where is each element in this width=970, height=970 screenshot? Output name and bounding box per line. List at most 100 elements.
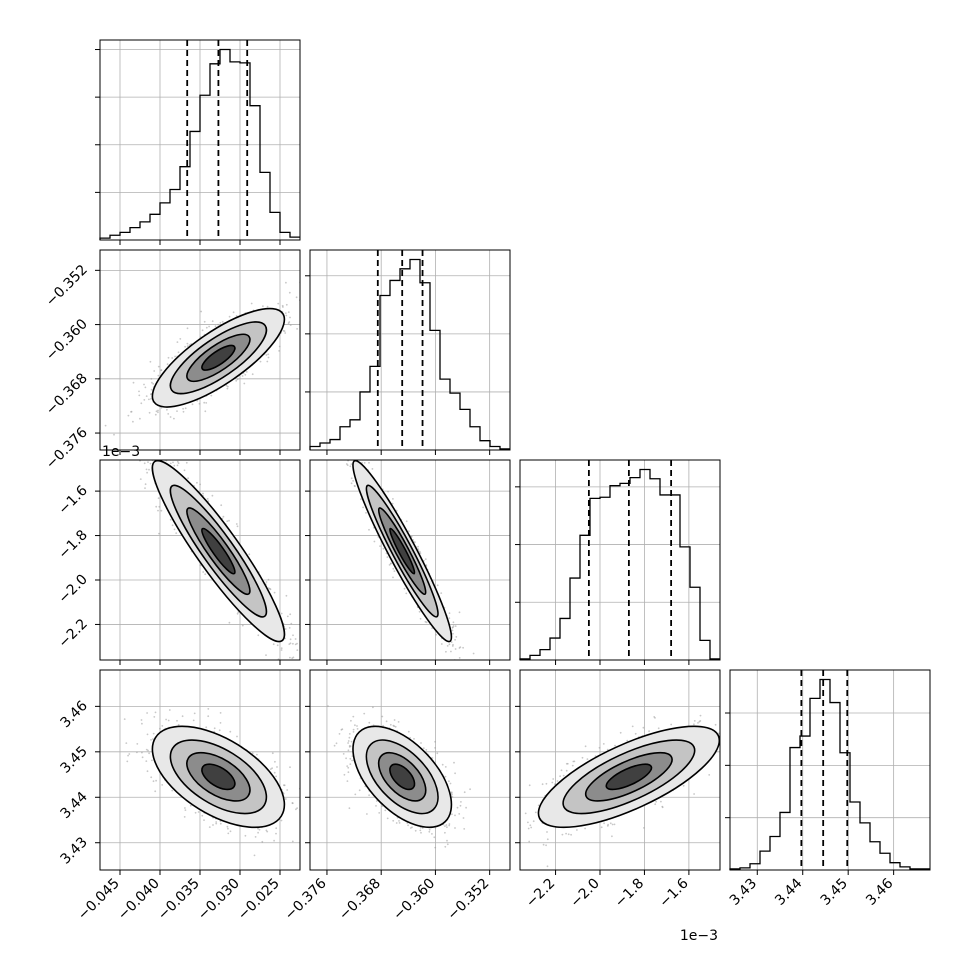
sample-point [154, 413, 157, 416]
scatter-panel-3-0 [95, 669, 301, 875]
sample-point [203, 320, 206, 323]
contour-line [201, 344, 236, 371]
sample-point [206, 498, 209, 500]
sample-point [143, 383, 145, 386]
sample-point [417, 545, 419, 548]
sample-point [286, 789, 289, 791]
sample-point [193, 712, 196, 715]
sample-point [132, 428, 134, 430]
hist-panel-0 [95, 39, 301, 245]
sample-point [354, 446, 356, 448]
sample-point [386, 556, 389, 558]
sample-point [368, 528, 370, 531]
sample-point [393, 570, 396, 572]
sample-point [235, 315, 238, 317]
sample-point [145, 395, 148, 397]
density-fill [201, 345, 235, 371]
sample-point [288, 643, 291, 645]
sample-point [257, 634, 260, 637]
sample-point [347, 431, 349, 433]
sample-point [257, 831, 259, 834]
sample-point [171, 524, 174, 527]
sample-point [350, 482, 353, 485]
sample-point [198, 402, 201, 405]
sample-point [455, 662, 457, 664]
sample-point [208, 325, 211, 328]
sample-point [390, 562, 392, 565]
sample-point [169, 518, 172, 521]
sample-point [271, 767, 273, 770]
sample-point [248, 553, 251, 556]
sample-point [452, 632, 454, 635]
sample-point [462, 646, 464, 649]
sample-point [296, 649, 299, 651]
sample-point [182, 410, 185, 413]
sample-point [152, 780, 155, 783]
sample-point [258, 828, 261, 831]
sample-point [205, 402, 208, 404]
sample-point [435, 633, 437, 636]
sample-point [236, 525, 239, 528]
sample-point [289, 638, 292, 641]
sample-point [166, 408, 168, 411]
sample-point [154, 711, 157, 714]
sample-point [146, 455, 148, 457]
sample-point [145, 468, 148, 471]
sample-point [177, 462, 180, 465]
sample-point [205, 326, 208, 329]
sample-point [188, 344, 191, 346]
contour-line [151, 307, 286, 408]
sample-point [173, 528, 176, 531]
sample-point [368, 461, 370, 464]
sample-point [151, 759, 153, 762]
sample-point [152, 383, 155, 385]
sample-point [218, 729, 221, 732]
sample-point [150, 388, 153, 391]
sample-point [302, 622, 304, 624]
sample-point [184, 407, 187, 410]
sample-point [153, 370, 156, 372]
sample-point [155, 410, 158, 413]
sample-point [228, 621, 231, 624]
sample-point [267, 578, 270, 581]
sample-point [448, 612, 451, 614]
sample-point [266, 305, 269, 308]
contour-line [151, 460, 286, 643]
sample-point [294, 638, 297, 640]
sample-point [172, 461, 174, 464]
sample-point [418, 550, 421, 553]
sample-point [452, 621, 455, 624]
sample-point [161, 725, 164, 727]
sample-point [301, 305, 303, 307]
sample-point [177, 723, 180, 726]
sample-point [267, 356, 270, 359]
contour-line [169, 321, 268, 395]
sample-point [241, 375, 244, 377]
density-layer [104, 281, 303, 436]
sample-point [468, 674, 470, 676]
sample-point [289, 656, 291, 659]
sample-point [211, 320, 214, 323]
sample-point [157, 452, 159, 454]
hist-frame [309, 249, 511, 451]
sample-point [172, 455, 174, 457]
sample-point [186, 342, 189, 345]
sample-point [220, 504, 223, 507]
sample-point [280, 647, 283, 650]
sample-point [226, 520, 229, 523]
sample-point [253, 854, 256, 857]
sample-point [141, 722, 143, 725]
sample-point [150, 398, 152, 400]
sample-point [454, 648, 457, 650]
sample-point [267, 587, 270, 590]
sample-point [158, 505, 161, 508]
sample-point [355, 455, 357, 457]
hist-panel-3 [725, 669, 931, 875]
sample-point [183, 816, 186, 818]
sample-point [451, 626, 454, 629]
sample-point [350, 463, 353, 465]
histogram-step [99, 48, 300, 240]
sample-point [454, 625, 457, 627]
sample-point [184, 345, 187, 348]
histogram-step [729, 678, 930, 870]
